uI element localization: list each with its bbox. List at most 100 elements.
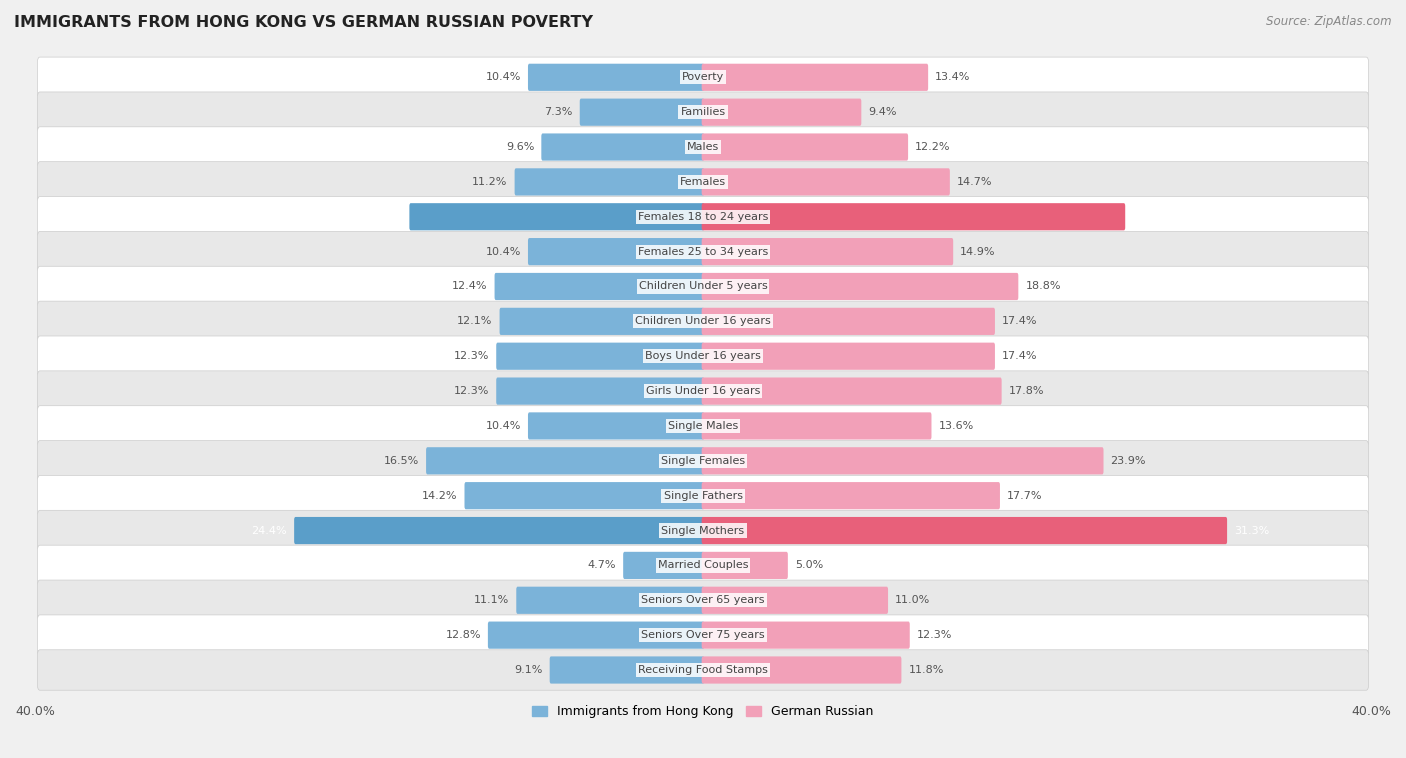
Text: 13.4%: 13.4% <box>935 72 970 83</box>
Text: 24.4%: 24.4% <box>252 525 287 536</box>
FancyBboxPatch shape <box>579 99 704 126</box>
FancyBboxPatch shape <box>38 231 1368 272</box>
FancyBboxPatch shape <box>702 447 1104 475</box>
Text: Source: ZipAtlas.com: Source: ZipAtlas.com <box>1267 15 1392 28</box>
FancyBboxPatch shape <box>294 517 704 544</box>
Text: Females 18 to 24 years: Females 18 to 24 years <box>638 211 768 222</box>
FancyBboxPatch shape <box>529 64 704 91</box>
Text: 12.3%: 12.3% <box>917 630 952 641</box>
FancyBboxPatch shape <box>495 273 704 300</box>
FancyBboxPatch shape <box>496 343 704 370</box>
Text: 25.2%: 25.2% <box>1132 211 1168 222</box>
FancyBboxPatch shape <box>488 622 704 649</box>
FancyBboxPatch shape <box>38 440 1368 481</box>
FancyBboxPatch shape <box>702 622 910 649</box>
FancyBboxPatch shape <box>702 656 901 684</box>
Text: 17.4%: 17.4% <box>1002 351 1038 362</box>
FancyBboxPatch shape <box>702 587 889 614</box>
Text: 9.6%: 9.6% <box>506 142 534 152</box>
FancyBboxPatch shape <box>702 273 1018 300</box>
Text: 10.4%: 10.4% <box>485 72 522 83</box>
FancyBboxPatch shape <box>38 161 1368 202</box>
Text: Females 25 to 34 years: Females 25 to 34 years <box>638 246 768 257</box>
FancyBboxPatch shape <box>496 377 704 405</box>
Text: Seniors Over 65 years: Seniors Over 65 years <box>641 595 765 606</box>
Text: 11.8%: 11.8% <box>908 665 943 675</box>
FancyBboxPatch shape <box>702 168 950 196</box>
Text: 12.4%: 12.4% <box>453 281 488 292</box>
Text: Females: Females <box>681 177 725 187</box>
Text: 23.9%: 23.9% <box>1111 456 1146 466</box>
FancyBboxPatch shape <box>702 517 1227 544</box>
FancyBboxPatch shape <box>38 92 1368 133</box>
Text: 14.9%: 14.9% <box>960 246 995 257</box>
Text: Girls Under 16 years: Girls Under 16 years <box>645 386 761 396</box>
FancyBboxPatch shape <box>426 447 704 475</box>
FancyBboxPatch shape <box>499 308 704 335</box>
Text: 7.3%: 7.3% <box>544 107 572 117</box>
Text: 9.4%: 9.4% <box>869 107 897 117</box>
Text: 12.8%: 12.8% <box>446 630 481 641</box>
Text: Children Under 5 years: Children Under 5 years <box>638 281 768 292</box>
Text: Families: Families <box>681 107 725 117</box>
FancyBboxPatch shape <box>38 580 1368 621</box>
Text: Males: Males <box>688 142 718 152</box>
FancyBboxPatch shape <box>541 133 704 161</box>
Text: Receiving Food Stamps: Receiving Food Stamps <box>638 665 768 675</box>
Text: 5.0%: 5.0% <box>794 560 823 571</box>
Text: 9.1%: 9.1% <box>515 665 543 675</box>
FancyBboxPatch shape <box>702 412 932 440</box>
Text: 10.4%: 10.4% <box>485 246 522 257</box>
Text: Poverty: Poverty <box>682 72 724 83</box>
FancyBboxPatch shape <box>38 615 1368 656</box>
Text: IMMIGRANTS FROM HONG KONG VS GERMAN RUSSIAN POVERTY: IMMIGRANTS FROM HONG KONG VS GERMAN RUSS… <box>14 15 593 30</box>
FancyBboxPatch shape <box>702 203 1125 230</box>
FancyBboxPatch shape <box>702 552 787 579</box>
Text: 16.5%: 16.5% <box>384 456 419 466</box>
Text: 12.1%: 12.1% <box>457 316 492 327</box>
Text: 14.2%: 14.2% <box>422 490 457 501</box>
FancyBboxPatch shape <box>38 510 1368 551</box>
FancyBboxPatch shape <box>38 336 1368 377</box>
FancyBboxPatch shape <box>516 587 704 614</box>
FancyBboxPatch shape <box>38 650 1368 691</box>
Text: 10.4%: 10.4% <box>485 421 522 431</box>
FancyBboxPatch shape <box>702 343 995 370</box>
FancyBboxPatch shape <box>623 552 704 579</box>
Text: Seniors Over 75 years: Seniors Over 75 years <box>641 630 765 641</box>
Text: 13.6%: 13.6% <box>938 421 974 431</box>
FancyBboxPatch shape <box>409 203 704 230</box>
Text: 12.2%: 12.2% <box>915 142 950 152</box>
Text: 14.7%: 14.7% <box>957 177 993 187</box>
FancyBboxPatch shape <box>702 64 928 91</box>
Text: 17.7%: 17.7% <box>1007 490 1042 501</box>
FancyBboxPatch shape <box>529 412 704 440</box>
FancyBboxPatch shape <box>702 482 1000 509</box>
FancyBboxPatch shape <box>464 482 704 509</box>
Text: 31.3%: 31.3% <box>1234 525 1270 536</box>
Text: Single Mothers: Single Mothers <box>661 525 745 536</box>
Text: 17.8%: 17.8% <box>1008 386 1045 396</box>
Text: Boys Under 16 years: Boys Under 16 years <box>645 351 761 362</box>
Text: 17.4%: 17.4% <box>1002 316 1038 327</box>
Text: 12.3%: 12.3% <box>454 351 489 362</box>
FancyBboxPatch shape <box>38 371 1368 412</box>
Text: 12.3%: 12.3% <box>454 386 489 396</box>
FancyBboxPatch shape <box>702 308 995 335</box>
FancyBboxPatch shape <box>38 475 1368 516</box>
Text: Children Under 16 years: Children Under 16 years <box>636 316 770 327</box>
Text: Single Females: Single Females <box>661 456 745 466</box>
FancyBboxPatch shape <box>38 301 1368 342</box>
FancyBboxPatch shape <box>702 133 908 161</box>
Text: 4.7%: 4.7% <box>588 560 616 571</box>
Text: 11.1%: 11.1% <box>474 595 509 606</box>
Legend: Immigrants from Hong Kong, German Russian: Immigrants from Hong Kong, German Russia… <box>527 700 879 723</box>
Text: Single Males: Single Males <box>668 421 738 431</box>
FancyBboxPatch shape <box>38 196 1368 237</box>
FancyBboxPatch shape <box>529 238 704 265</box>
FancyBboxPatch shape <box>38 57 1368 98</box>
FancyBboxPatch shape <box>38 406 1368 446</box>
Text: 18.8%: 18.8% <box>1025 281 1062 292</box>
FancyBboxPatch shape <box>550 656 704 684</box>
Text: Married Couples: Married Couples <box>658 560 748 571</box>
